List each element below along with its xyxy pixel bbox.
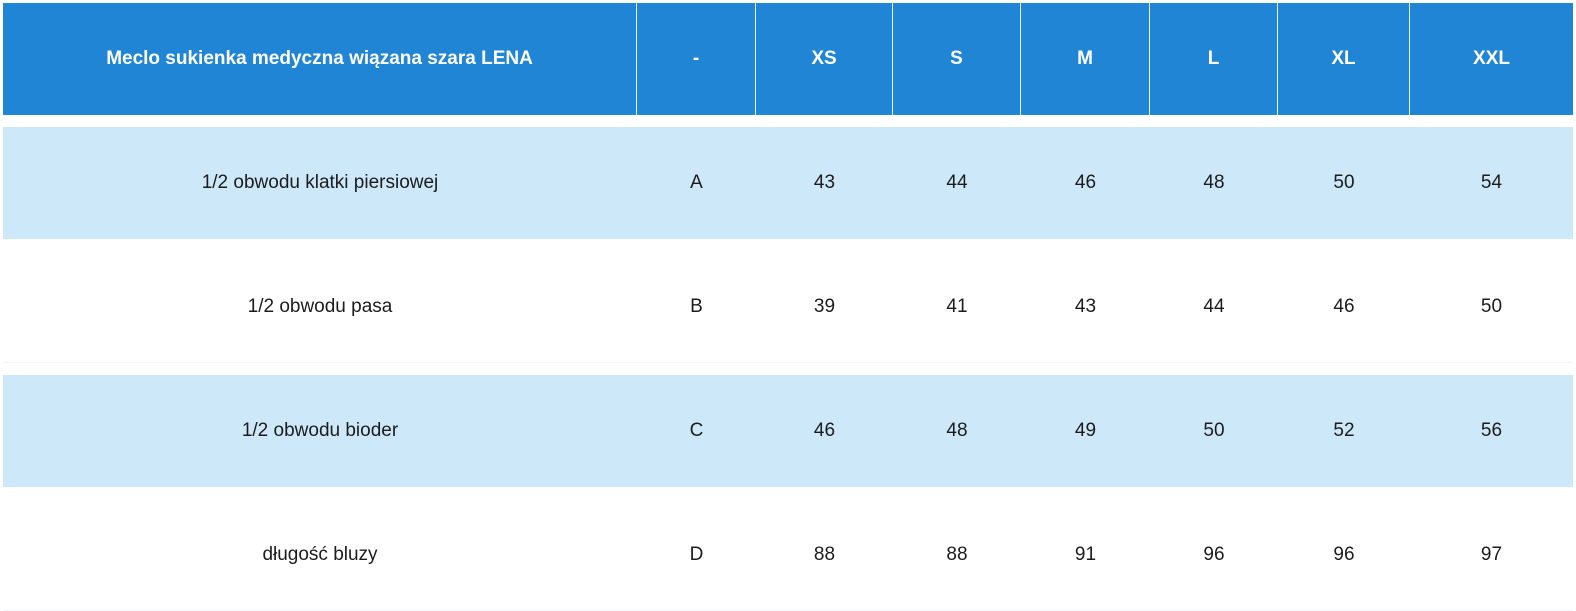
header-size-xs: XS (756, 3, 893, 115)
measure-label: 1/2 obwodu bioder (241, 420, 399, 441)
value-xl: 52 (1333, 420, 1355, 441)
measure-label: 1/2 obwodu klatki piersiowej (201, 172, 439, 193)
value-xs: 43 (813, 172, 836, 193)
value-l: 96 (1203, 543, 1225, 565)
value-s: 48 (946, 420, 968, 441)
table-row: długość bluzy D 88 88 91 96 96 97 (3, 499, 1573, 611)
header-size-m: M (1021, 3, 1150, 115)
row-spacer (3, 239, 1573, 251)
value-xs: 88 (813, 543, 836, 565)
value-l: 44 (1203, 295, 1225, 317)
value-xl: 50 (1333, 172, 1355, 193)
header-size-xxl: XXL (1473, 48, 1510, 69)
table-row: 1/2 obwodu bioder C 46 48 49 50 52 56 (3, 375, 1573, 487)
value-s: 88 (946, 543, 968, 565)
row-spacer (3, 487, 1573, 499)
table-header-row: Meclo sukienka medyczna wiązana szara LE… (3, 3, 1573, 115)
value-s: 41 (946, 295, 968, 317)
value-s: 44 (946, 172, 968, 193)
value-xxl: 54 (1480, 172, 1503, 193)
measure-label: 1/2 obwodu pasa (247, 295, 393, 317)
header-size-xl: XL (1278, 3, 1410, 115)
value-m: 46 (1074, 172, 1097, 193)
value-m: 43 (1074, 295, 1097, 317)
value-xxl: 50 (1480, 295, 1503, 317)
header-spacer (3, 115, 1573, 127)
value-xs: 39 (813, 295, 836, 317)
value-xxl: 97 (1480, 543, 1503, 565)
value-l: 48 (1203, 172, 1225, 193)
value-xs: 46 (813, 420, 836, 441)
header-size-s: S (893, 3, 1021, 115)
header-symbol: - (637, 3, 756, 115)
header-size-l: L (1150, 3, 1278, 115)
measure-symbol: D (689, 543, 704, 565)
value-m: 49 (1074, 420, 1097, 441)
table-row: 1/2 obwodu pasa B 39 41 43 44 46 50 (3, 251, 1573, 363)
value-l: 50 (1203, 420, 1225, 441)
measure-label: długość bluzy (262, 543, 378, 565)
measure-symbol: B (690, 295, 703, 317)
size-chart-table: Meclo sukienka medyczna wiązana szara LE… (3, 3, 1573, 611)
value-m: 91 (1074, 543, 1097, 565)
row-spacer (3, 363, 1573, 375)
measure-symbol: A (690, 172, 703, 193)
value-xxl: 56 (1480, 420, 1503, 441)
value-xl: 96 (1333, 543, 1355, 565)
table-row: 1/2 obwodu klatki piersiowej A 43 44 46 … (3, 127, 1573, 239)
measure-symbol: C (689, 420, 704, 441)
header-product-name: Meclo sukienka medyczna wiązana szara LE… (3, 3, 637, 115)
value-xl: 46 (1333, 295, 1355, 317)
